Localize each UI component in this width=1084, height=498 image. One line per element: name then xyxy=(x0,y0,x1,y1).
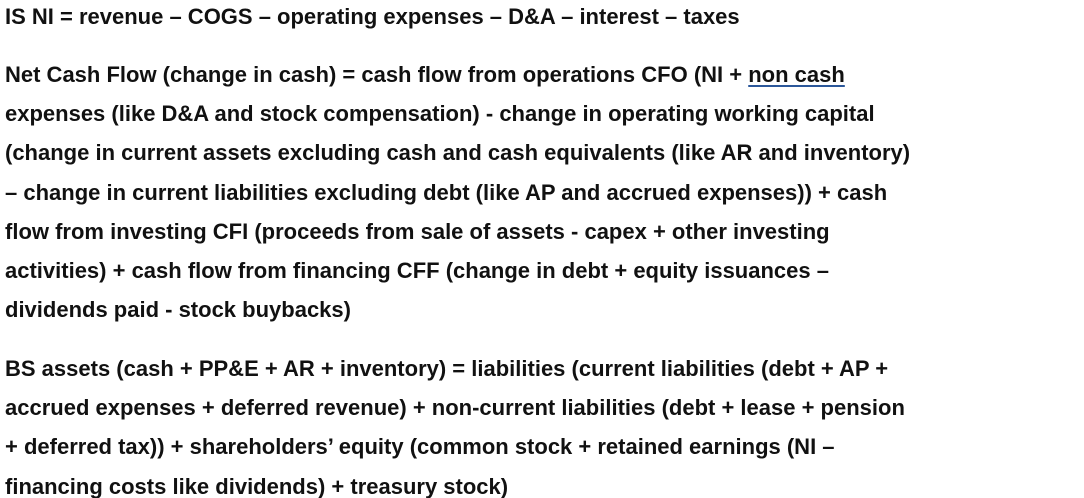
text-line[interactable]: – change in current liabilities excludin… xyxy=(5,179,888,205)
balance-sheet-paragraph[interactable]: BS assets (cash + PP&E + AR + inventory)… xyxy=(5,349,1084,498)
text-line[interactable]: flow from investing CFI (proceeds from s… xyxy=(5,218,830,244)
spellcheck-flagged-word[interactable]: non cash xyxy=(748,62,845,87)
text-line[interactable]: accrued expenses + deferred revenue) + n… xyxy=(5,395,905,421)
text-line[interactable]: financing costs like dividends) + treasu… xyxy=(5,473,509,498)
text-line[interactable]: BS assets (cash + PP&E + AR + inventory)… xyxy=(5,356,889,381)
text-line[interactable]: dividends paid - stock buybacks) xyxy=(5,297,351,323)
text-line[interactable]: Net Cash Flow (change in cash) = cash fl… xyxy=(5,55,1084,94)
text-line[interactable]: + deferred tax)) + shareholders’ equity … xyxy=(5,434,835,460)
income-statement-paragraph[interactable]: IS NI = revenue – COGS – operating expen… xyxy=(5,0,1084,36)
cash-flow-paragraph[interactable]: Net Cash Flow (change in cash) = cash fl… xyxy=(5,55,1084,329)
text-line[interactable]: expenses (like D&A and stock compensatio… xyxy=(5,101,875,127)
text-line[interactable]: (change in current assets excluding cash… xyxy=(5,140,911,166)
text-line[interactable]: IS NI = revenue – COGS – operating expen… xyxy=(5,4,740,29)
text-segment: Net Cash Flow (change in cash) = cash fl… xyxy=(5,62,749,87)
text-line[interactable]: activities) + cash flow from financing C… xyxy=(5,257,829,283)
